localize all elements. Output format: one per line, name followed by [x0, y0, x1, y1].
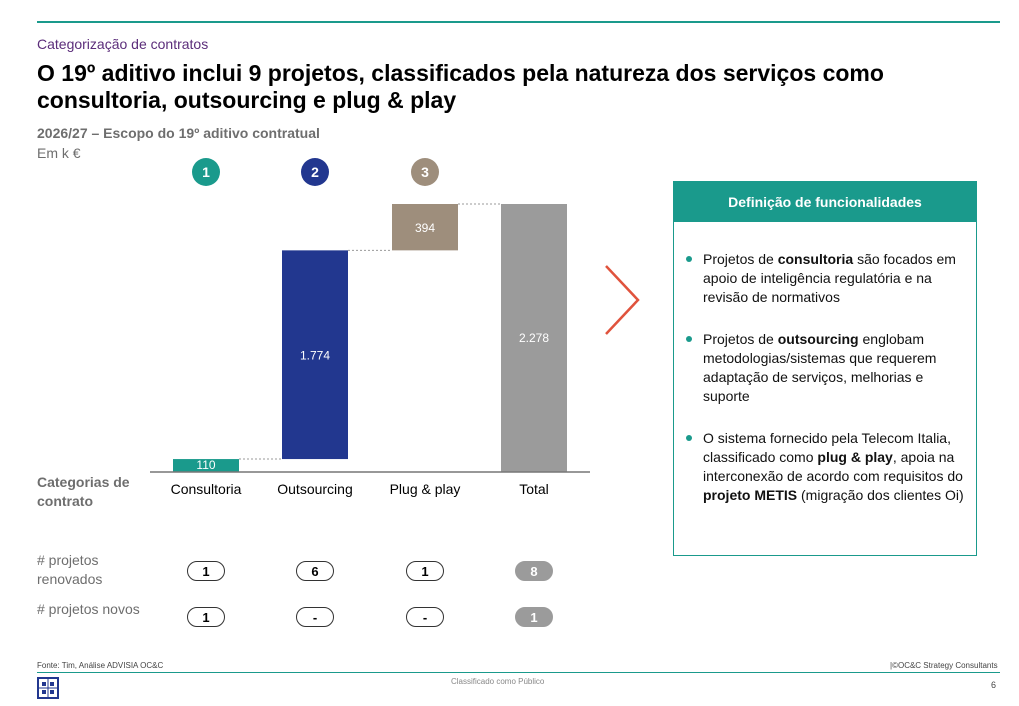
new-count-pill: - — [406, 607, 444, 627]
renewed-row-label: # projetos renovados — [37, 552, 103, 587]
definitions-list: Projetos de consultoria são focados em a… — [674, 222, 976, 505]
renewed-count-pill: 1 — [187, 561, 225, 581]
category-tick-label: Consultoria — [171, 481, 242, 497]
bar-value-label: 394 — [415, 221, 435, 235]
svg-text:2: 2 — [311, 164, 319, 180]
bar-value-label: 110 — [196, 458, 215, 472]
chart-unit: Em k € — [37, 145, 81, 161]
bar-value-label: 2.278 — [519, 331, 549, 345]
renewed-count-pill: 8 — [515, 561, 553, 581]
copyright-note: |©OC&C Strategy Consultants — [890, 661, 998, 670]
source-note: Fonte: Tim, Análise ADVISIA OC&C — [37, 661, 164, 670]
page-number: 6 — [991, 680, 997, 690]
bar-value-label: 1.774 — [300, 349, 330, 363]
new-count-pill: 1 — [515, 607, 553, 627]
category-tick-label: Plug & play — [390, 481, 461, 497]
footer-rule — [37, 672, 1000, 673]
renewed-count-pill: 6 — [296, 561, 334, 581]
page-kicker: Categorização de contratos — [37, 36, 209, 52]
bar-3 — [392, 204, 458, 251]
bar-1 — [173, 459, 239, 472]
category-tick-label: Total — [519, 481, 549, 497]
step-badge-2: 2 — [301, 158, 329, 186]
category-row-label: Categorias de contrato — [37, 474, 130, 509]
definition-item: Projetos de consultoria são focados em a… — [684, 250, 966, 307]
classification-note: Classificado como Público — [451, 677, 545, 686]
svg-text:3: 3 — [421, 164, 429, 180]
definition-item: Projetos de outsourcing englobam metodol… — [684, 330, 966, 406]
grid-logo-icon — [37, 677, 59, 699]
top-rule — [37, 21, 1000, 23]
step-badge-1: 1 — [192, 158, 220, 186]
chart-subtitle: 2026/27 – Escopo do 19º aditivo contratu… — [37, 125, 320, 141]
page-title: O 19º aditivo inclui 9 projetos, classif… — [37, 60, 884, 113]
bar-4 — [501, 204, 567, 472]
step-badge-3: 3 — [411, 158, 439, 186]
svg-text:1: 1 — [202, 164, 210, 180]
new-count-pill: - — [296, 607, 334, 627]
new-count-pill: 1 — [187, 607, 225, 627]
definition-item: O sistema fornecido pela Telecom Italia,… — [684, 429, 966, 505]
new-row-label: # projetos novos — [37, 601, 140, 617]
definitions-panel: Definição de funcionalidades Projetos de… — [673, 181, 977, 556]
category-tick-label: Outsourcing — [277, 481, 352, 497]
definitions-title: Definição de funcionalidades — [674, 182, 976, 222]
renewed-count-pill: 1 — [406, 561, 444, 581]
chevron-right-icon — [605, 265, 640, 335]
bar-2 — [282, 250, 348, 460]
